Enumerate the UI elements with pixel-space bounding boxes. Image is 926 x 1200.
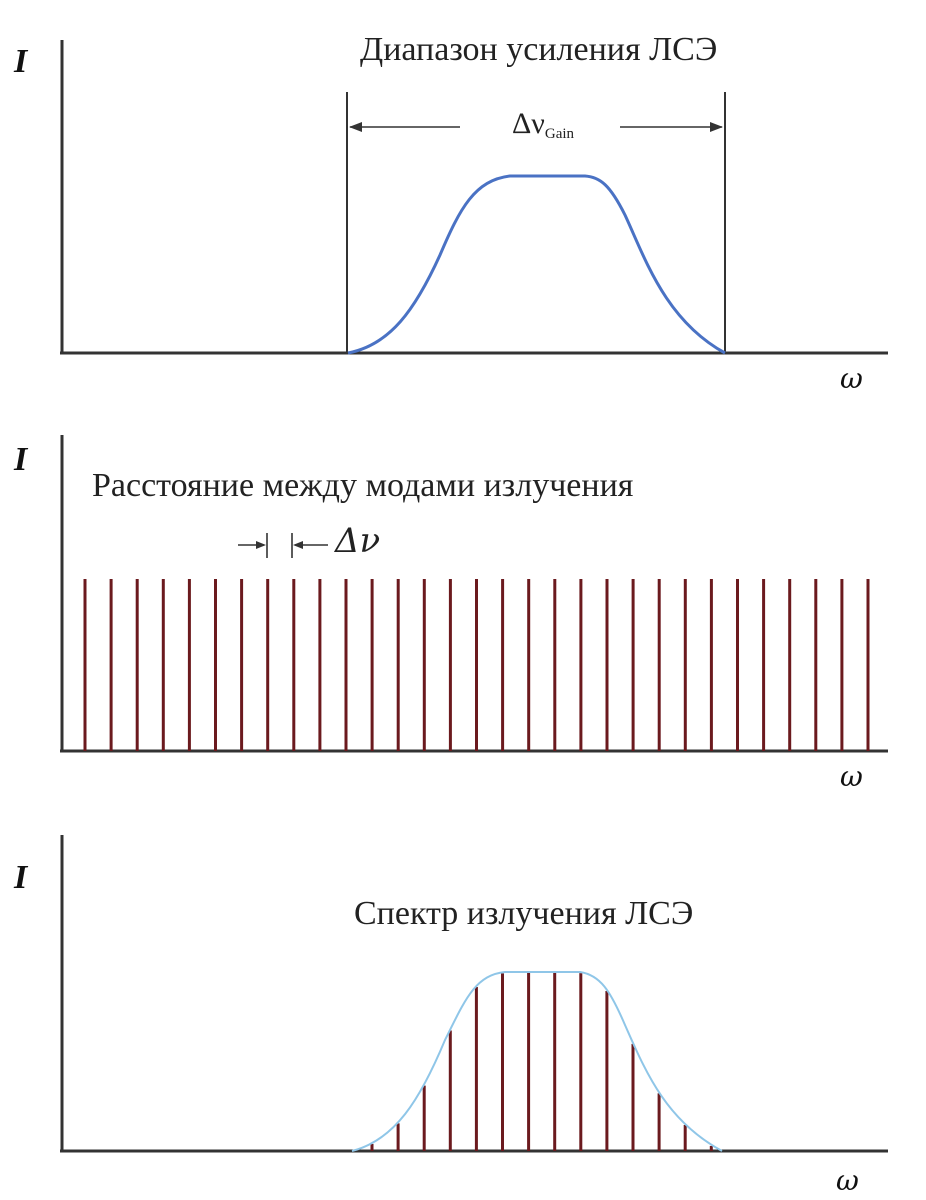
bandwidth-label: ΔνGain: [512, 107, 575, 142]
panel-mode-spacing: I ω Расстояние между модами излучения Δν: [13, 435, 888, 793]
panel-emission-spectrum: I ω Спектр излучения ЛСЭ: [13, 835, 888, 1197]
spectrum-envelope: [351, 971, 723, 1152]
spacing-label: Δν: [333, 521, 380, 561]
panel-title: Расстояние между модами излучения: [92, 467, 634, 504]
panel-title: Диапазон усиления ЛСЭ: [360, 31, 717, 68]
arrow-head-left-icon: [349, 122, 362, 132]
y-axis-label: I: [13, 43, 29, 80]
gain-curve: [347, 174, 726, 355]
x-axis-label: ω: [836, 1164, 859, 1197]
mode-lines: [83, 579, 870, 751]
panel-title: Спектр излучения ЛСЭ: [354, 895, 693, 932]
arrow-head-right-icon: [256, 541, 266, 549]
x-axis-label: ω: [840, 362, 863, 395]
arrow-head-right-icon: [710, 122, 723, 132]
x-axis-label: ω: [840, 760, 863, 793]
y-axis-label: I: [13, 441, 29, 478]
spectrum-mode-lines: [370, 973, 713, 1151]
y-axis-label: I: [13, 859, 29, 896]
panel-gain-bandwidth: I ω Диапазон усиления ЛСЭ ΔνGain: [13, 31, 888, 395]
